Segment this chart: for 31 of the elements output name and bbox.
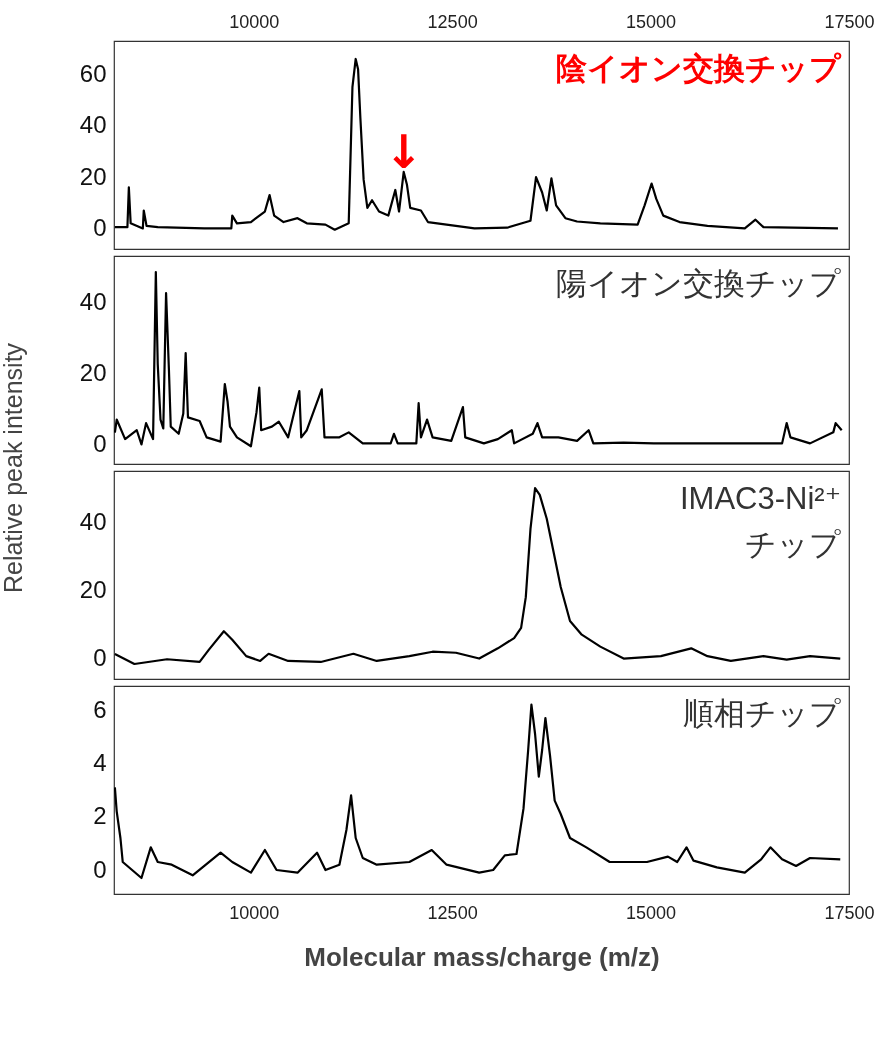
y-tick-label: 20 — [79, 575, 107, 603]
y-tick-label: 4 — [93, 748, 107, 776]
y-tick-label: 20 — [79, 358, 107, 386]
annotation: 陰イオン交換チップ — [556, 51, 842, 86]
annotation: 順相チップ — [683, 696, 841, 731]
y-tick-label: 60 — [79, 59, 107, 87]
y-tick-label: 0 — [93, 855, 107, 883]
x-axis-title: Molecular mass/charge (m/z) — [304, 941, 660, 972]
line-series — [114, 486, 842, 666]
x-tick-label: 12500 — [427, 902, 478, 923]
y-tick-label: 20 — [79, 162, 107, 190]
y-tick-label: 0 — [93, 213, 107, 241]
x2-tick-label: 12500 — [427, 11, 478, 32]
x2-tick-label: 10000 — [229, 11, 280, 32]
annotation: 陽イオン交換チップ — [556, 266, 841, 301]
x-tick-label: 17500 — [824, 902, 875, 923]
annotation: IMAC3-Ni²⁺ チップ — [679, 481, 841, 562]
x-tick-label: 15000 — [626, 902, 677, 923]
line-series — [114, 270, 843, 448]
annotation: ↓ — [384, 124, 423, 179]
y-tick-label: 40 — [79, 507, 107, 535]
y-tick-label: 2 — [93, 802, 107, 830]
y-tick-label: 40 — [79, 287, 107, 315]
y-tick-label: 6 — [93, 695, 107, 723]
x2-tick-label: 15000 — [626, 11, 677, 32]
y-tick-label: 0 — [93, 429, 107, 457]
y-tick-label: 0 — [93, 644, 107, 672]
y-axis-title: Relative peak intensity — [0, 342, 27, 594]
x-tick-label: 10000 — [229, 902, 280, 923]
x2-tick-label: 17500 — [824, 11, 875, 32]
y-tick-label: 40 — [79, 111, 107, 139]
